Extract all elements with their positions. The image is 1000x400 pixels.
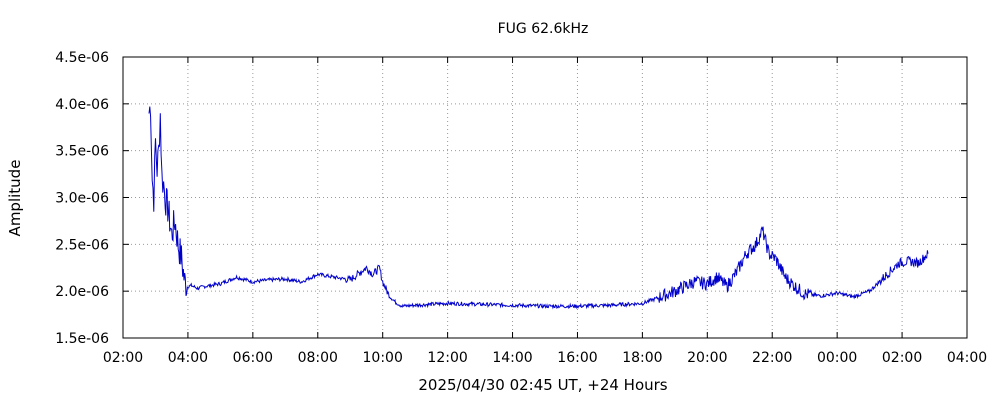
series-line — [148, 106, 929, 310]
grid — [123, 57, 967, 338]
y-tick-label: 2.0e-06 — [55, 284, 109, 300]
x-tick-label: 04:00 — [947, 350, 987, 366]
y-tick-label: 4.5e-06 — [55, 50, 109, 66]
x-tick-label: 18:00 — [622, 350, 662, 366]
x-tick-label: 22:00 — [752, 350, 792, 366]
x-tick-label: 12:00 — [427, 350, 467, 366]
plot-frame — [122, 56, 968, 339]
x-tick-label: 14:00 — [492, 350, 532, 366]
x-axis-label: 2025/04/30 02:45 UT, +24 Hours — [418, 376, 667, 394]
x-tick-label: 08:00 — [298, 350, 338, 366]
x-tick-label: 02:00 — [882, 350, 922, 366]
x-tick-label: 02:00 — [103, 350, 143, 366]
y-tick-label: 4.0e-06 — [55, 97, 109, 113]
x-tick-label: 20:00 — [687, 350, 727, 366]
y-axis-label: Amplitude — [6, 160, 24, 237]
y-tick-label: 1.5e-06 — [55, 331, 109, 347]
x-tick-label: 04:00 — [168, 350, 208, 366]
x-tick-label: 06:00 — [233, 350, 273, 366]
y-tick-label: 2.5e-06 — [55, 237, 109, 253]
x-axis: 02:00 04:00 06:00 08:00 10:00 12:00 14:00 16:00… — [103, 57, 987, 366]
x-tick-label: 10:00 — [363, 350, 403, 366]
x-tick-label: 00:00 — [817, 350, 857, 366]
y-tick-label: 3.5e-06 — [55, 144, 109, 160]
y-axis: 1.5e-06 2.0e-06 2.5e-06 3.0e-06 3.5e-06 4.0e-… — [55, 50, 967, 347]
x-tick-label: 16:00 — [557, 350, 597, 366]
chart-title: FUG 62.6kHz — [498, 21, 589, 37]
y-tick-label: 3.0e-06 — [55, 191, 109, 207]
